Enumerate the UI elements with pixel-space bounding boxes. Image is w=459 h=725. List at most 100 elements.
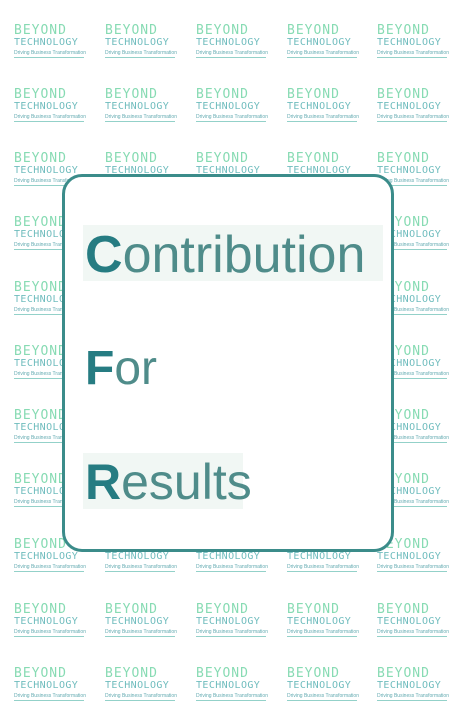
watermark-line1: BEYOND: [196, 23, 249, 38]
watermark-rule: [14, 506, 84, 507]
watermark-line3: Driving Business Transformation: [14, 114, 86, 120]
watermark-rule: [377, 506, 447, 507]
watermark-line3: Driving Business Transformation: [105, 693, 177, 699]
watermark-line3: Driving Business Transformation: [14, 693, 86, 699]
watermark-rule: [105, 57, 175, 58]
watermark-line3: Driving Business Transformation: [105, 114, 177, 120]
watermark-rule: [377, 571, 447, 572]
watermark-line1: BEYOND: [377, 666, 430, 681]
watermark-line1: BEYOND: [14, 537, 67, 552]
watermark-rule: [196, 700, 266, 701]
watermark-line2: TECHNOLOGY: [377, 486, 442, 497]
watermark-rule: [377, 314, 447, 315]
watermark-line3: Driving Business Transformation: [377, 50, 449, 56]
watermark-line1: BEYOND: [287, 23, 340, 38]
watermark-rule: [377, 185, 447, 186]
watermark-line2: TECHNOLOGY: [377, 294, 442, 305]
watermark-line1: BEYOND: [287, 602, 340, 617]
watermark-rule: [14, 442, 84, 443]
watermark-line3: Driving Business Transformation: [377, 629, 449, 635]
watermark-line2: TECHNOLOGY: [287, 101, 352, 112]
watermark-line1: BEYOND: [287, 666, 340, 681]
watermark-rule: [14, 249, 84, 250]
watermark-rule: [377, 636, 447, 637]
watermark-rule: [14, 571, 84, 572]
word-contribution: Contribution: [85, 229, 365, 281]
watermark-line1: BEYOND: [377, 151, 430, 166]
watermark-rule: [14, 700, 84, 701]
watermark-line2: TECHNOLOGY: [14, 229, 79, 240]
watermark-line3: Driving Business Transformation: [377, 499, 449, 505]
word-contribution-initial: C: [85, 226, 123, 284]
watermark-line3: Driving Business Transformation: [287, 114, 359, 120]
watermark-rule: [105, 700, 175, 701]
watermark-line3: Driving Business Transformation: [287, 50, 359, 56]
watermark-line2: TECHNOLOGY: [105, 551, 170, 562]
watermark-line3: Driving Business Transformation: [14, 435, 86, 441]
watermark-line3: Driving Business Transformation: [14, 564, 86, 570]
watermark-line2: TECHNOLOGY: [105, 165, 170, 176]
watermark-line1: BEYOND: [196, 666, 249, 681]
watermark-line3: Driving Business Transformation: [377, 178, 449, 184]
watermark-line2: TECHNOLOGY: [196, 101, 261, 112]
watermark-line2: TECHNOLOGY: [377, 680, 442, 691]
watermark-line2: TECHNOLOGY: [14, 37, 79, 48]
word-for-rest: or: [114, 342, 158, 395]
watermark-line1: BEYOND: [14, 87, 67, 102]
watermark-line1: BEYOND: [105, 602, 158, 617]
watermark-line2: TECHNOLOGY: [287, 616, 352, 627]
watermark-rule: [377, 378, 447, 379]
watermark-line2: TECHNOLOGY: [196, 165, 261, 176]
watermark-line3: Driving Business Transformation: [105, 564, 177, 570]
watermark-line1: BEYOND: [14, 344, 67, 359]
watermark-line1: BEYOND: [287, 87, 340, 102]
watermark-line3: Driving Business Transformation: [14, 178, 86, 184]
watermark-line3: Driving Business Transformation: [14, 50, 86, 56]
watermark-line1: BEYOND: [14, 666, 67, 681]
word-contribution-rest: ontribution: [122, 226, 366, 284]
watermark-line2: TECHNOLOGY: [377, 229, 442, 240]
watermark-line2: TECHNOLOGY: [377, 165, 442, 176]
watermark-line2: TECHNOLOGY: [287, 37, 352, 48]
watermark-line3: Driving Business Transformation: [14, 242, 86, 248]
watermark-line2: TECHNOLOGY: [377, 422, 442, 433]
watermark-line1: BEYOND: [196, 151, 249, 166]
watermark-rule: [287, 57, 357, 58]
watermark-line2: TECHNOLOGY: [14, 165, 79, 176]
watermark-rule: [14, 378, 84, 379]
watermark-line2: TECHNOLOGY: [196, 37, 261, 48]
watermark-rule: [14, 314, 84, 315]
watermark-rule: [287, 700, 357, 701]
watermark-line1: BEYOND: [14, 472, 67, 487]
watermark-line2: TECHNOLOGY: [105, 101, 170, 112]
watermark-line2: TECHNOLOGY: [14, 680, 79, 691]
watermark-line2: TECHNOLOGY: [377, 551, 442, 562]
watermark-line2: TECHNOLOGY: [14, 358, 79, 369]
watermark-line3: Driving Business Transformation: [377, 371, 449, 377]
watermark-rule: [196, 57, 266, 58]
watermark-line2: TECHNOLOGY: [14, 616, 79, 627]
watermark-line3: Driving Business Transformation: [377, 564, 449, 570]
watermark-line2: TECHNOLOGY: [377, 358, 442, 369]
watermark-line2: TECHNOLOGY: [287, 551, 352, 562]
watermark-line2: TECHNOLOGY: [377, 37, 442, 48]
watermark-line2: TECHNOLOGY: [377, 101, 442, 112]
watermark-rule: [14, 57, 84, 58]
watermark-rule: [287, 571, 357, 572]
watermark-line2: TECHNOLOGY: [287, 680, 352, 691]
